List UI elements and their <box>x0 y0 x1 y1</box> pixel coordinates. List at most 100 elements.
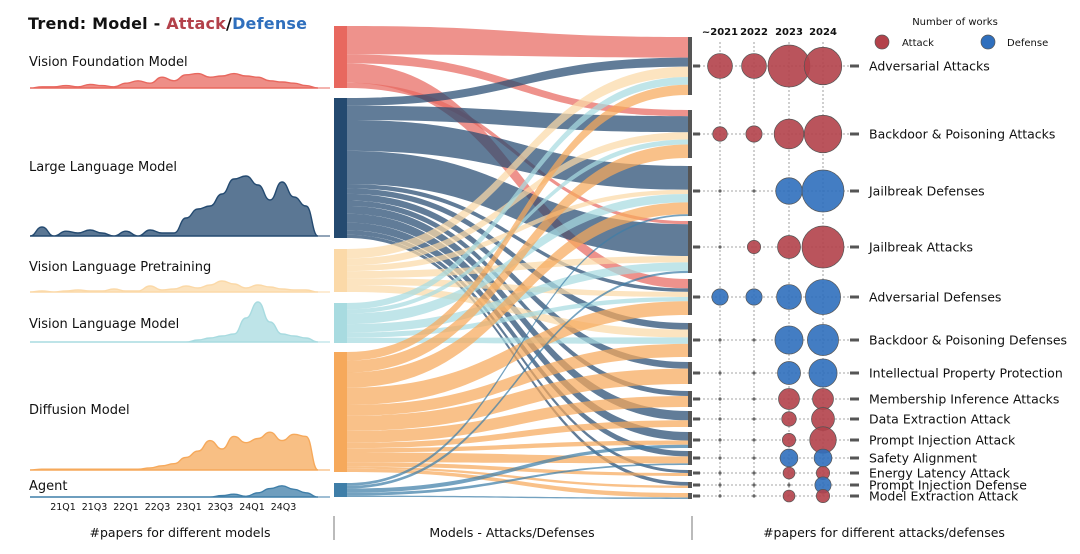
sankey-flow <box>347 256 688 279</box>
bubble <box>781 411 797 427</box>
title-dash: - <box>147 14 167 33</box>
bubble-empty <box>718 417 722 421</box>
category-stub-left <box>693 438 700 442</box>
target-node <box>688 493 692 499</box>
bubble <box>707 53 733 79</box>
title-slash: / <box>226 14 233 33</box>
sankey-flow <box>347 444 688 493</box>
year-label: 2024 <box>809 27 837 38</box>
bubble <box>801 169 845 213</box>
bubble <box>745 288 763 306</box>
year-label: 2023 <box>775 27 803 38</box>
bubble-empty <box>718 471 722 475</box>
bubble-empty <box>718 494 722 498</box>
category-label: Prompt Injection Defense <box>869 478 1027 493</box>
bubble <box>775 177 803 205</box>
bubble-empty <box>752 471 756 475</box>
model-label-agent: Agent <box>29 479 67 494</box>
category-stub-right <box>850 338 859 342</box>
model-label-vlm: Vision Language Model <box>29 317 179 332</box>
sankey-flow <box>347 452 688 464</box>
bubble-empty <box>752 494 756 498</box>
legend-defense-label: Defense <box>1007 38 1048 49</box>
bubble <box>773 118 805 150</box>
legend-title: Number of works <box>912 17 998 28</box>
bubble-empty <box>752 417 756 421</box>
model-label-dm: Diffusion Model <box>29 403 130 418</box>
category-stub-right <box>850 483 859 487</box>
category-stub-left <box>693 189 700 193</box>
target-node <box>688 482 692 488</box>
chart-title: Trend: Model - Attack/Defense <box>28 14 307 33</box>
bubble <box>777 361 801 385</box>
target-node <box>688 432 692 448</box>
bubble <box>808 358 838 388</box>
bubble-empty <box>752 338 756 342</box>
bubble <box>779 448 799 468</box>
source-node-vlp <box>334 249 347 292</box>
target-node <box>688 221 692 273</box>
category-label: Prompt Injection Attack <box>869 433 1016 448</box>
sankey-flow <box>347 285 688 338</box>
sankey-flow <box>347 66 688 259</box>
sankey-flow <box>347 84 688 361</box>
sankey-flow <box>347 57 688 106</box>
category-stub-right <box>850 471 859 475</box>
sankey-flow <box>347 132 688 266</box>
year-label: 2022 <box>740 27 768 38</box>
bubble <box>813 448 833 468</box>
model-label-llm: Large Language Model <box>29 160 177 175</box>
bubble-empty <box>752 397 756 401</box>
sankey-flow <box>347 189 688 272</box>
bubble <box>747 240 761 254</box>
bubble-empty <box>718 245 722 249</box>
bubble-empty <box>752 438 756 442</box>
title-model: Model <box>92 14 148 33</box>
bubble-empty <box>752 189 756 193</box>
quarter-tick-label: 24Q3 <box>271 502 297 513</box>
target-node <box>688 166 692 216</box>
bubble <box>782 433 796 447</box>
category-label: Intellectual Property Protection <box>869 366 1063 381</box>
category-label: Adversarial Attacks <box>869 59 990 74</box>
bubble <box>782 466 796 480</box>
sankey-flow <box>347 468 688 498</box>
title-attack: Attack <box>166 14 227 33</box>
bubble <box>741 53 767 79</box>
category-stub-right <box>850 438 859 442</box>
bubble <box>778 388 800 410</box>
bubble <box>805 279 841 315</box>
ridge-agent <box>30 485 319 498</box>
source-node-agent <box>334 483 347 497</box>
title-prefix: Trend: <box>28 14 87 33</box>
category-label: Jailbreak Defenses <box>868 184 985 199</box>
bubble <box>807 324 839 356</box>
category-stub-left <box>693 397 700 401</box>
sankey-flow <box>347 26 688 58</box>
category-stub-right <box>850 295 859 299</box>
bubble <box>712 126 728 142</box>
bubble-empty <box>718 397 722 401</box>
sankey-flow <box>347 495 688 499</box>
category-stub-left <box>693 471 700 475</box>
sankey-flow <box>347 63 688 289</box>
category-stub-right <box>850 245 859 249</box>
quarter-tick-label: 21Q1 <box>50 502 76 513</box>
target-node <box>688 279 692 315</box>
category-label: Backdoor & Poisoning Attacks <box>869 127 1055 142</box>
sankey-flow <box>347 105 688 133</box>
category-label: Data Extraction Attack <box>869 412 1011 427</box>
sankey-flow <box>347 463 688 496</box>
model-label-vfm: Vision Foundation Model <box>29 55 188 70</box>
bubble <box>777 235 801 259</box>
category-stub-left <box>693 338 700 342</box>
sankey-flow <box>347 440 688 453</box>
bubble-empty <box>752 483 756 487</box>
quarter-tick-label: 21Q3 <box>82 502 108 513</box>
sankey-flow <box>347 214 688 486</box>
category-label: Safety Alignment <box>869 451 977 466</box>
category-stub-right <box>850 397 859 401</box>
bubble <box>776 284 802 310</box>
sankey-flow <box>347 270 688 489</box>
category-stub-left <box>693 371 700 375</box>
